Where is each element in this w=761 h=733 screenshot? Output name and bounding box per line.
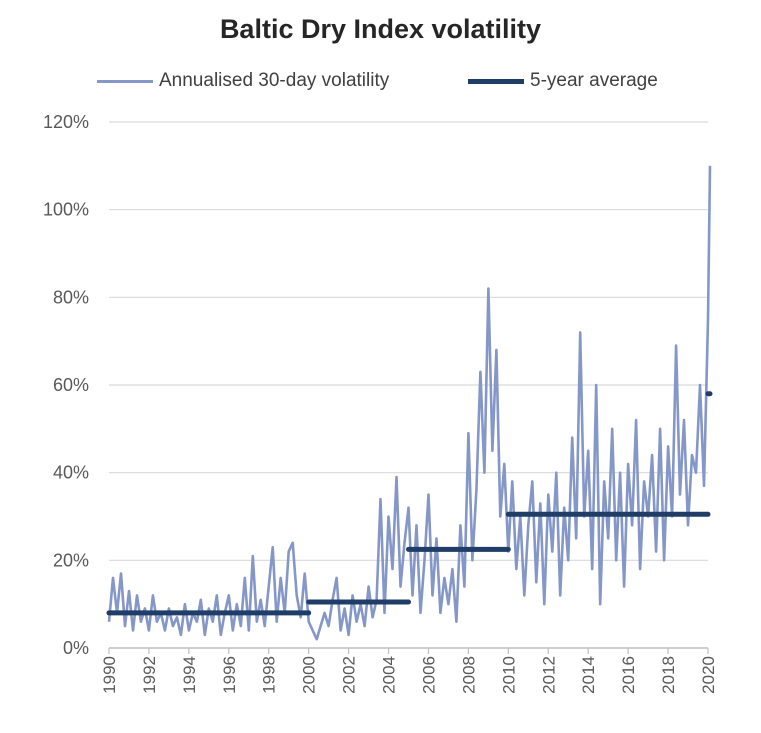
x-tick-label: 2012: [539, 656, 558, 694]
y-tick-label: 60%: [53, 375, 89, 395]
x-tick-label: 2008: [459, 656, 478, 694]
x-tick-label: 2010: [499, 656, 518, 694]
y-tick-label: 120%: [43, 112, 89, 132]
legend-swatch-average: [468, 78, 524, 84]
x-tick-label: 2014: [579, 656, 598, 694]
y-tick-label: 100%: [43, 200, 89, 220]
y-tick-label: 0%: [63, 638, 89, 658]
x-tick-label: 2020: [699, 656, 718, 694]
x-tick-label: 1994: [180, 656, 199, 694]
legend: Annualised 30-day volatility 5-year aver…: [0, 70, 761, 98]
x-tick-label: 2004: [380, 656, 399, 694]
x-tick-label: 2018: [659, 656, 678, 694]
y-tick-label: 20%: [53, 550, 89, 570]
legend-swatch-volatility: [97, 79, 153, 83]
x-tick-label: 1996: [220, 656, 239, 694]
x-tick-label: 1998: [260, 656, 279, 694]
legend-item-average: 5-year average: [468, 70, 658, 92]
x-tick-label: 2016: [619, 656, 638, 694]
x-tick-label: 2002: [340, 656, 359, 694]
legend-label-volatility: Annualised 30-day volatility: [159, 70, 390, 91]
y-tick-label: 40%: [53, 463, 89, 483]
series-line-volatility: [107, 165, 712, 641]
chart-title: Baltic Dry Index volatility: [219, 14, 542, 44]
x-tick-label: 2000: [300, 656, 319, 694]
x-tick-label: 1990: [100, 656, 119, 694]
x-tick-label: 1992: [140, 656, 159, 694]
legend-label-average: 5-year average: [530, 70, 658, 91]
x-tick-label: 2006: [419, 656, 438, 694]
legend-item-volatility: Annualised 30-day volatility: [97, 70, 389, 92]
y-tick-label: 80%: [53, 287, 89, 307]
